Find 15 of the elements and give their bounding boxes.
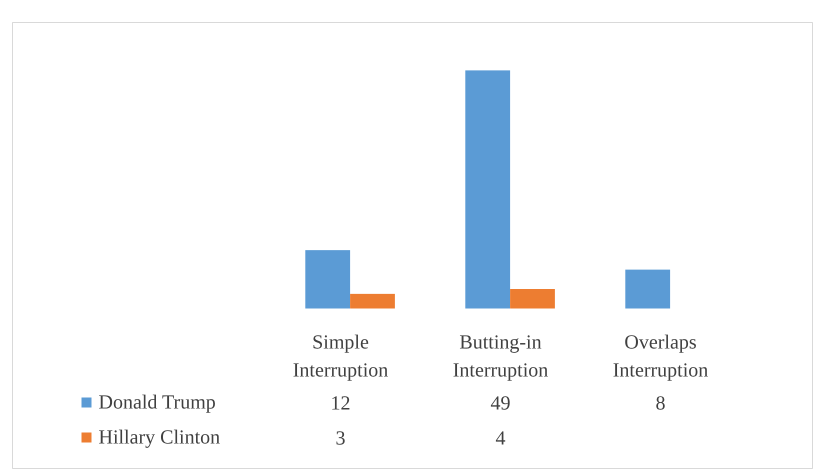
x-tick-label: Simple Interruption (292, 332, 388, 382)
x-tick-label: Butting-in Interruption (452, 332, 548, 382)
data-label: 49 (490, 392, 510, 414)
legend-label: Hillary Clinton (98, 426, 220, 448)
data-label: 4 (496, 428, 506, 450)
data-label: 3 (336, 428, 346, 450)
x-tick-label: Overlaps Interruption (612, 332, 708, 382)
bar (510, 289, 555, 308)
bar (465, 70, 510, 308)
legend-label: Donald Trump (98, 392, 216, 414)
bar (625, 270, 670, 308)
data-label: 8 (656, 392, 666, 414)
bar (350, 294, 395, 308)
bar (305, 250, 350, 308)
data-label: 12 (330, 392, 350, 414)
